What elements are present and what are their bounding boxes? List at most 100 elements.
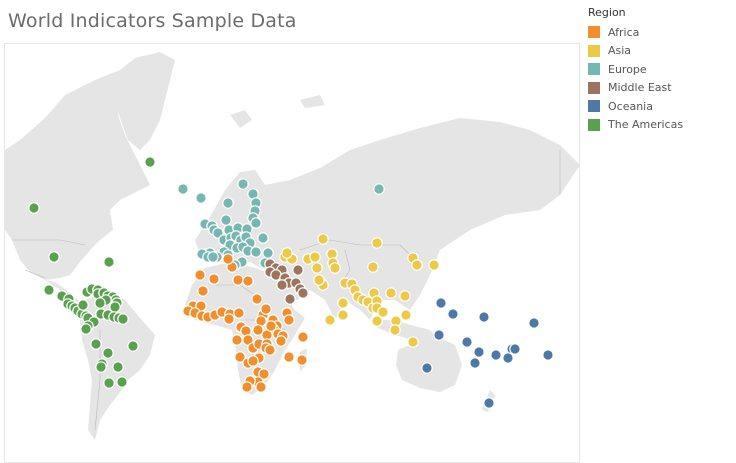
data-point-europe[interactable] — [250, 217, 262, 229]
data-point-the-americas[interactable] — [90, 338, 102, 350]
data-point-europe[interactable] — [237, 178, 249, 190]
data-point-europe[interactable] — [257, 232, 269, 244]
legend: Region Africa Asia Europe Middle East Oc… — [588, 6, 734, 134]
data-point-africa[interactable] — [255, 381, 267, 393]
data-point-middle-east[interactable] — [276, 279, 288, 291]
data-point-africa[interactable] — [234, 351, 246, 363]
data-point-oceania[interactable] — [490, 349, 502, 361]
data-point-europe[interactable] — [207, 251, 219, 263]
data-point-asia[interactable] — [371, 237, 383, 249]
data-point-asia[interactable] — [313, 274, 325, 286]
data-point-africa[interactable] — [194, 269, 206, 281]
legend-item-asia[interactable]: Asia — [588, 42, 734, 61]
data-point-the-americas[interactable] — [95, 361, 107, 373]
data-point-asia[interactable] — [367, 261, 379, 273]
data-point-africa[interactable] — [232, 274, 244, 286]
data-point-africa[interactable] — [233, 307, 245, 319]
data-points-layer[interactable] — [28, 156, 554, 409]
legend-item-oceania[interactable]: Oceania — [588, 97, 734, 116]
land-layer — [5, 52, 579, 440]
data-point-oceania[interactable] — [483, 397, 495, 409]
legend-item-africa[interactable]: Africa — [588, 23, 734, 42]
legend-item-middle-east[interactable]: Middle East — [588, 79, 734, 98]
data-point-oceania[interactable] — [478, 311, 490, 323]
data-point-europe[interactable] — [195, 192, 207, 204]
data-point-asia[interactable] — [317, 233, 329, 245]
legend-item-the-americas[interactable]: The Americas — [588, 116, 734, 135]
data-point-the-americas[interactable] — [77, 299, 89, 311]
data-point-oceania[interactable] — [461, 336, 473, 348]
data-point-oceania[interactable] — [421, 362, 433, 374]
data-point-europe[interactable] — [373, 183, 385, 195]
data-point-asia[interactable] — [311, 262, 323, 274]
data-point-the-americas[interactable] — [43, 284, 55, 296]
data-point-europe[interactable] — [222, 197, 234, 209]
data-point-europe[interactable] — [220, 214, 232, 226]
data-point-europe[interactable] — [250, 246, 262, 258]
data-point-africa[interactable] — [252, 324, 264, 336]
data-point-europe[interactable] — [262, 247, 274, 259]
land-arctic-islands — [230, 95, 325, 128]
data-point-asia[interactable] — [399, 290, 411, 302]
data-point-asia[interactable] — [377, 306, 389, 318]
data-point-oceania[interactable] — [473, 346, 485, 358]
data-point-asia[interactable] — [337, 297, 349, 309]
data-point-oceania[interactable] — [447, 308, 459, 320]
data-point-asia[interactable] — [309, 251, 321, 263]
data-point-asia[interactable] — [428, 259, 440, 271]
data-point-africa[interactable] — [264, 344, 276, 356]
data-point-europe[interactable] — [177, 183, 189, 195]
data-point-the-americas[interactable] — [94, 297, 106, 309]
data-point-the-americas[interactable] — [102, 347, 114, 359]
data-point-the-americas[interactable] — [144, 156, 156, 168]
data-point-oceania[interactable] — [469, 357, 481, 369]
data-point-the-americas[interactable] — [48, 251, 60, 263]
data-point-africa[interactable] — [242, 275, 254, 287]
data-point-asia[interactable] — [411, 259, 423, 271]
data-point-asia[interactable] — [281, 247, 293, 259]
data-point-the-americas[interactable] — [103, 377, 115, 389]
data-point-africa[interactable] — [231, 334, 243, 346]
data-point-africa[interactable] — [260, 303, 272, 315]
data-point-asia[interactable] — [389, 324, 401, 336]
data-point-the-americas[interactable] — [116, 376, 128, 388]
data-point-asia[interactable] — [324, 314, 336, 326]
data-point-africa[interactable] — [283, 351, 295, 363]
data-point-the-americas[interactable] — [103, 256, 115, 268]
data-point-africa[interactable] — [275, 335, 287, 347]
data-point-africa[interactable] — [223, 313, 235, 325]
data-point-africa[interactable] — [241, 381, 253, 393]
data-point-oceania[interactable] — [542, 349, 554, 361]
data-point-africa[interactable] — [208, 273, 220, 285]
data-point-the-americas[interactable] — [117, 313, 129, 325]
data-point-the-americas[interactable] — [127, 340, 139, 352]
data-point-oceania[interactable] — [433, 329, 445, 341]
data-point-the-americas[interactable] — [80, 323, 92, 335]
data-point-oceania[interactable] — [435, 297, 447, 309]
data-point-oceania[interactable] — [502, 352, 514, 364]
data-point-the-americas[interactable] — [112, 361, 124, 373]
data-point-africa[interactable] — [247, 355, 259, 367]
data-point-asia[interactable] — [337, 309, 349, 321]
data-point-middle-east[interactable] — [284, 293, 296, 305]
data-point-oceania[interactable] — [528, 317, 540, 329]
data-point-africa[interactable] — [265, 320, 277, 332]
data-point-oceania[interactable] — [509, 343, 521, 355]
data-point-asia[interactable] — [371, 315, 383, 327]
data-point-africa[interactable] — [297, 331, 309, 343]
data-point-africa[interactable] — [258, 368, 270, 380]
data-point-middle-east[interactable] — [297, 287, 309, 299]
data-point-asia[interactable] — [385, 287, 397, 299]
data-point-africa[interactable] — [283, 314, 295, 326]
data-point-asia[interactable] — [329, 262, 341, 274]
data-point-africa[interactable] — [296, 354, 308, 366]
data-point-middle-east[interactable] — [292, 264, 304, 276]
data-point-asia[interactable] — [400, 309, 412, 321]
data-point-asia[interactable] — [407, 336, 419, 348]
data-point-africa[interactable] — [251, 293, 263, 305]
data-point-africa[interactable] — [222, 253, 234, 265]
data-point-the-americas[interactable] — [28, 202, 40, 214]
legend-item-europe[interactable]: Europe — [588, 60, 734, 79]
data-point-africa[interactable] — [197, 285, 209, 297]
